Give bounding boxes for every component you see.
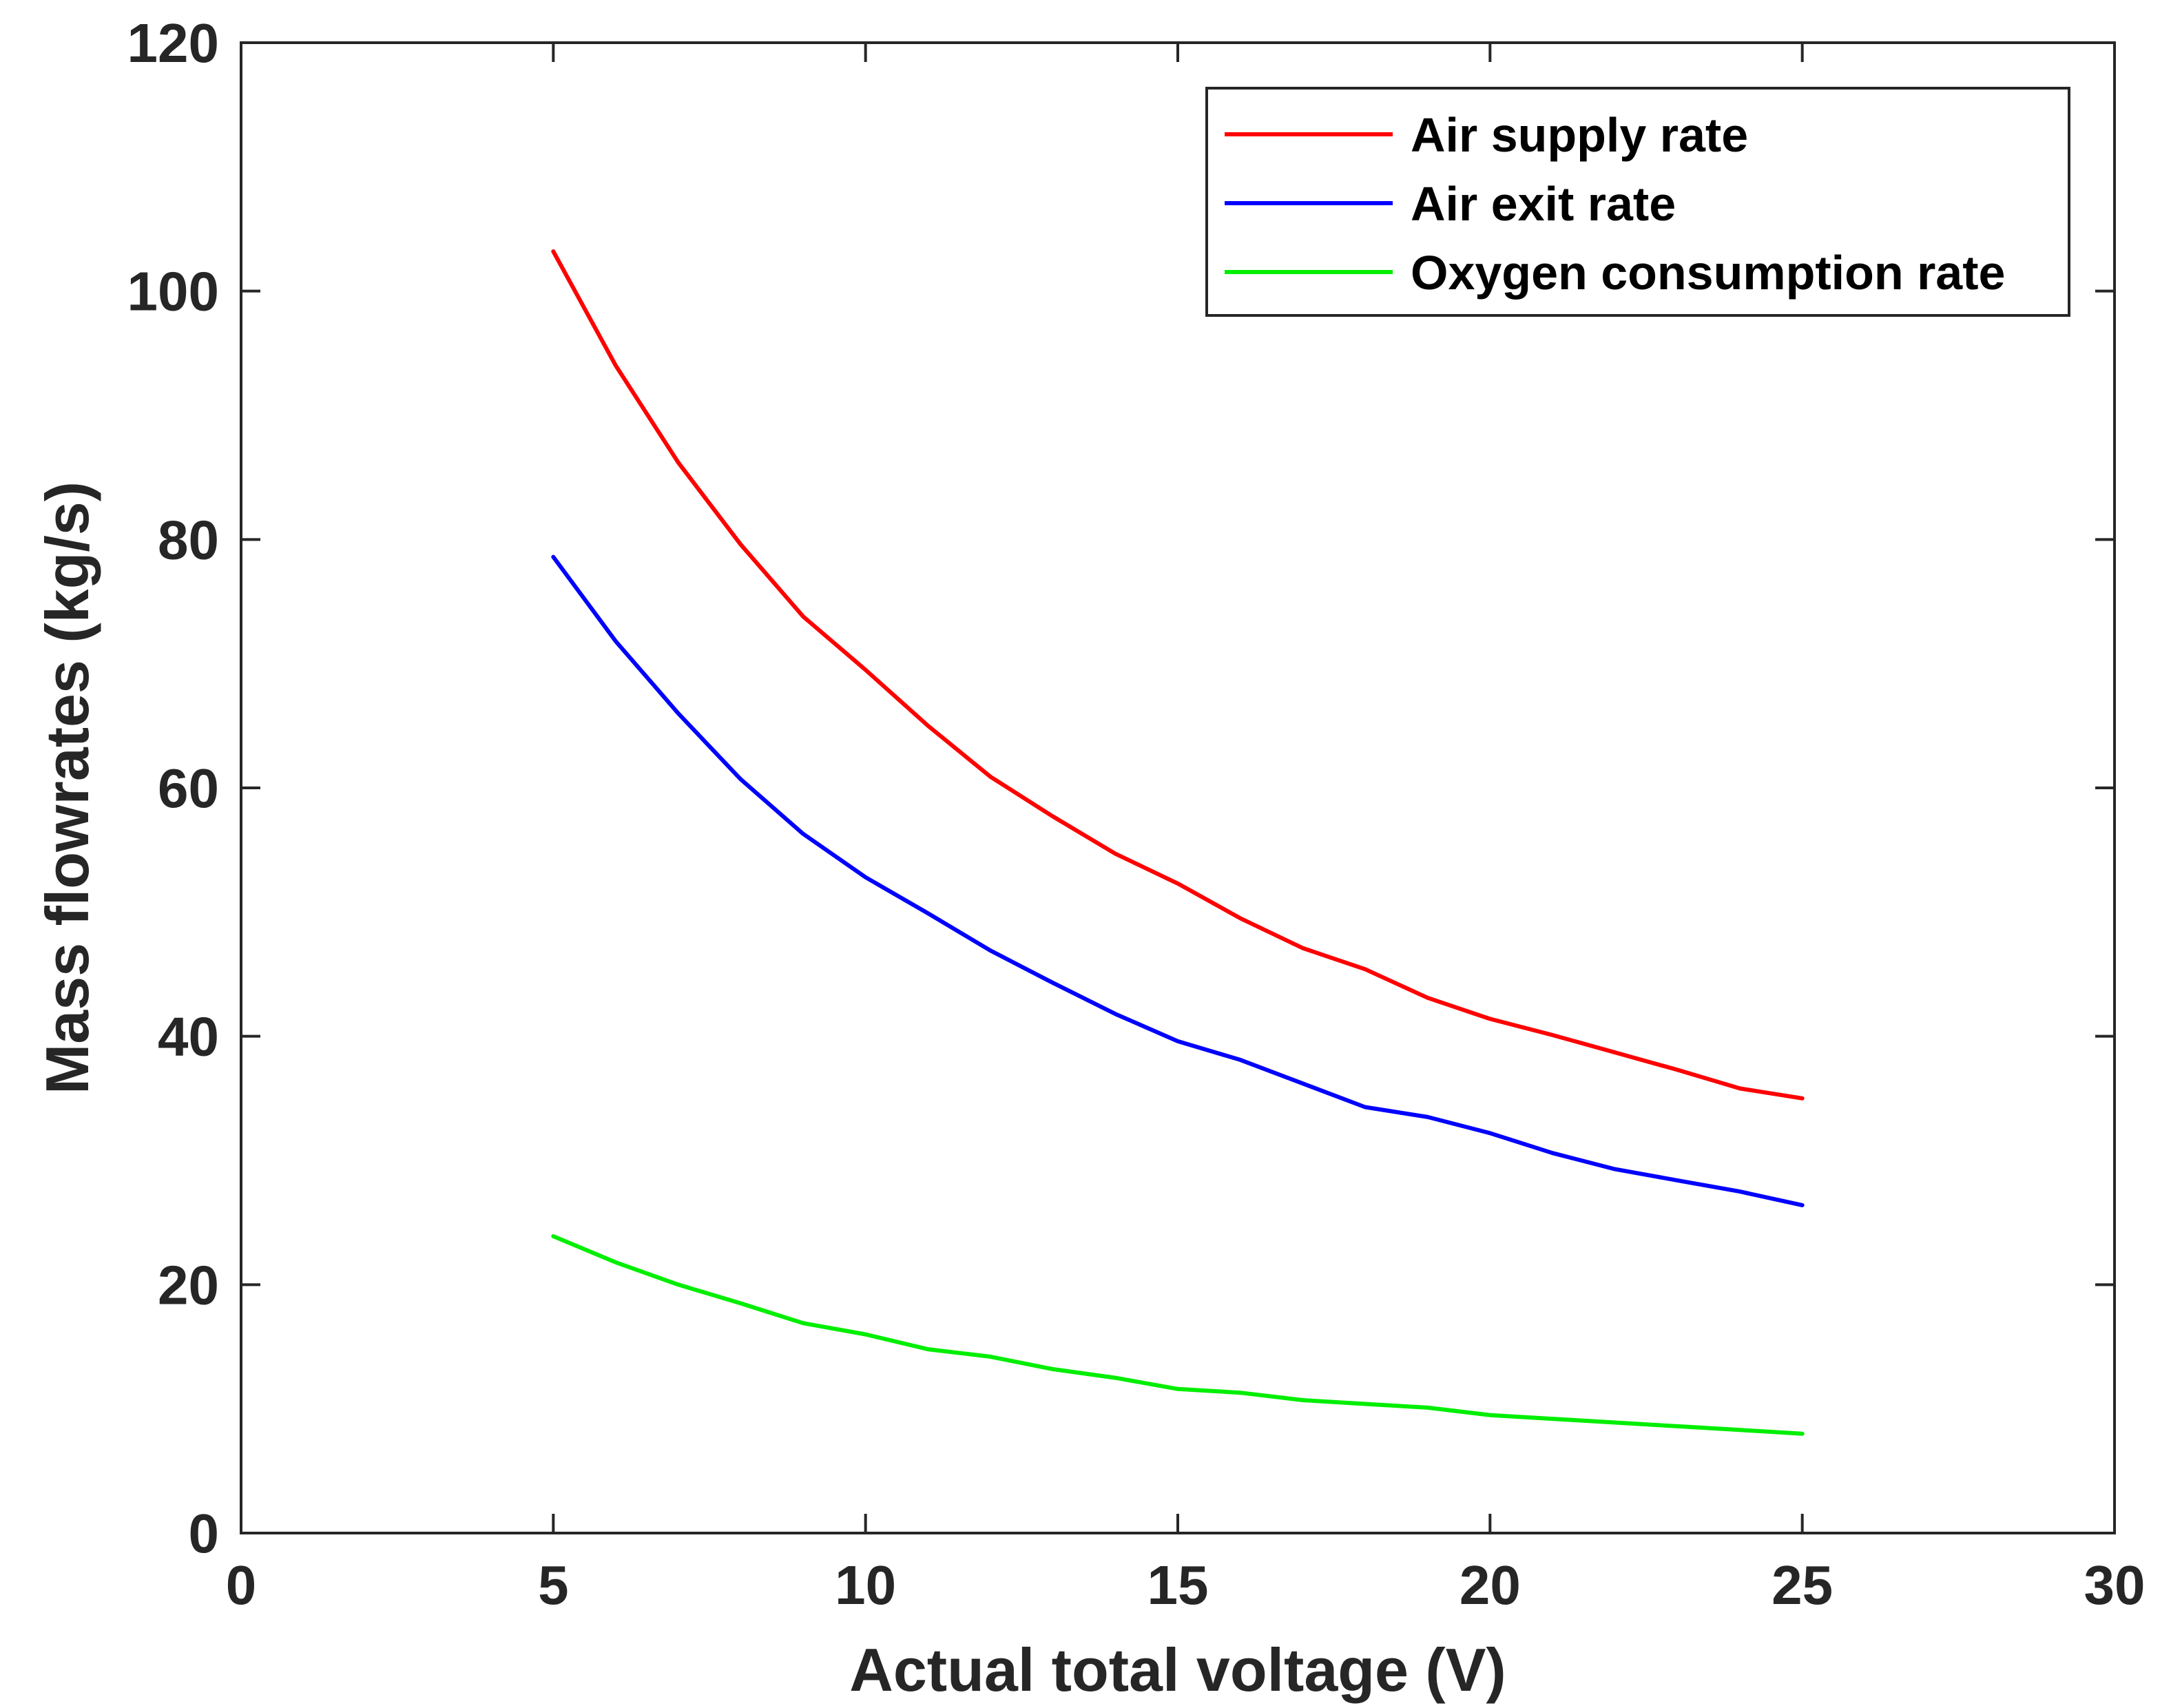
data-point: [1488, 1413, 1492, 1417]
data-point: [1800, 1203, 1805, 1207]
series-line-2: [551, 554, 1805, 1207]
data-point: [614, 364, 618, 368]
x-tick-label: 0: [226, 1554, 257, 1616]
data-point: [551, 1234, 555, 1238]
data-point: [676, 711, 681, 716]
data-point: [926, 1347, 930, 1351]
data-point: [1363, 967, 1367, 971]
data-point: [1238, 1391, 1243, 1395]
x-tick-label: 20: [1460, 1554, 1521, 1616]
data-point: [1113, 852, 1117, 856]
data-point: [1488, 1131, 1492, 1135]
data-point: [1550, 1151, 1555, 1155]
data-point: [988, 775, 993, 779]
x-tick-label: 25: [1772, 1554, 1833, 1616]
data-point: [1675, 1424, 1679, 1428]
data-point: [1426, 1115, 1430, 1119]
data-point: [801, 832, 805, 836]
y-tick-label: 20: [158, 1254, 219, 1315]
data-point: [1550, 1033, 1555, 1037]
data-point: [926, 724, 930, 728]
data-point: [614, 639, 618, 643]
data-point: [1051, 981, 1055, 985]
data-point: [1363, 1402, 1367, 1406]
data-point: [1613, 1167, 1617, 1171]
data-point: [801, 614, 805, 618]
x-tick-label: 5: [538, 1554, 569, 1616]
data-point: [1300, 1398, 1305, 1402]
data-point: [1426, 1406, 1430, 1410]
series-line-1: [551, 249, 1805, 1101]
data-point: [1675, 1178, 1679, 1183]
data-point: [1426, 996, 1430, 1000]
data-point: [738, 1301, 742, 1305]
data-point: [864, 875, 868, 879]
data-point: [676, 1282, 681, 1287]
legend-label: Air supply rate: [1411, 108, 1748, 162]
data-point: [551, 555, 555, 559]
data-point: [1738, 1086, 1742, 1090]
legend-label: Air exit rate: [1411, 177, 1676, 231]
data-point: [1675, 1068, 1679, 1072]
data-point: [1113, 1012, 1117, 1016]
legend-label: Oxygen consumption rate: [1411, 246, 2005, 300]
data-point: [614, 1260, 618, 1264]
data-point: [864, 668, 868, 672]
data-point: [676, 461, 681, 465]
data-point: [1113, 1376, 1117, 1380]
data-point: [1176, 882, 1180, 886]
data-point: [1613, 1050, 1617, 1054]
data-point: [1488, 1017, 1492, 1021]
data-point: [926, 911, 930, 915]
data-point: [1738, 1189, 1742, 1194]
data-point: [738, 777, 742, 781]
data-point: [1300, 1081, 1305, 1085]
data-point: [988, 948, 993, 952]
data-point: [864, 1332, 868, 1336]
data-point: [1550, 1417, 1555, 1421]
x-axis-title: Actual total voltage (V): [849, 1636, 1506, 1704]
data-point: [988, 1355, 993, 1359]
data-point: [738, 543, 742, 547]
y-tick-label: 120: [127, 12, 219, 74]
x-tick-label: 10: [835, 1554, 896, 1616]
y-tick-label: 80: [158, 509, 219, 570]
data-point: [551, 249, 555, 253]
series-line-3: [551, 1234, 1805, 1436]
data-point: [1238, 916, 1243, 920]
data-point: [1176, 1039, 1180, 1043]
data-point: [1051, 814, 1055, 818]
y-tick-label: 100: [127, 261, 219, 322]
data-point: [1738, 1428, 1742, 1432]
data-point: [1300, 946, 1305, 950]
data-point: [1363, 1105, 1367, 1109]
x-tick-label: 15: [1147, 1554, 1209, 1616]
data-point: [1176, 1387, 1180, 1391]
data-point: [1800, 1096, 1805, 1101]
data-point: [1051, 1367, 1055, 1371]
y-tick-label: 60: [158, 758, 219, 819]
data-point: [1613, 1421, 1617, 1425]
y-axis-title: Mass flowrates (kg/s): [33, 481, 101, 1094]
data-point: [1800, 1432, 1805, 1436]
data-point: [1238, 1058, 1243, 1062]
y-tick-label: 0: [189, 1503, 220, 1564]
y-tick-label: 40: [158, 1006, 219, 1068]
x-tick-label: 30: [2084, 1554, 2146, 1616]
data-point: [801, 1321, 805, 1325]
